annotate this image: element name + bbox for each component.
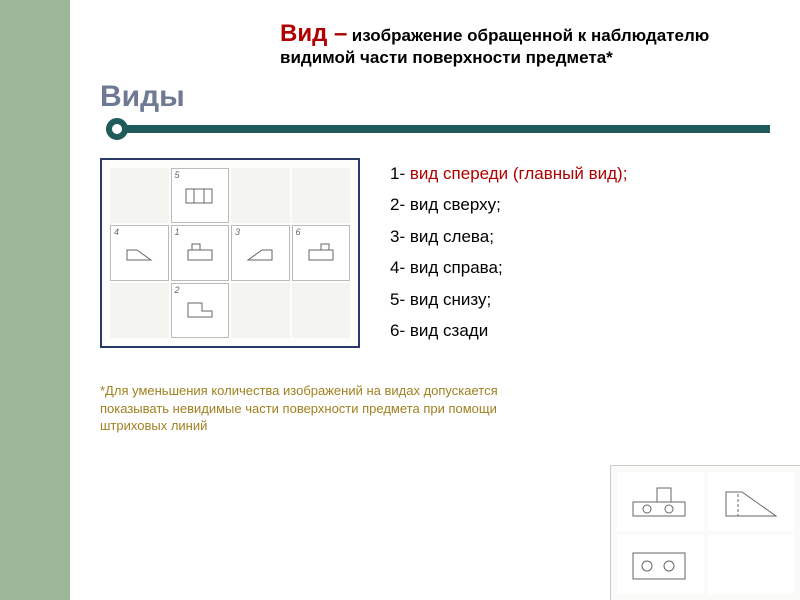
views-list: 1- вид спереди (главный вид); 2- вид све… <box>390 158 770 347</box>
figure-cell: 1 <box>171 225 230 280</box>
corner-cell <box>708 535 795 594</box>
definition-block: Вид – изображение обращенной к наблюдате… <box>280 20 770 68</box>
term: Вид – <box>280 20 347 47</box>
figure-cell-empty <box>231 283 290 338</box>
list-item: 2- вид сверху; <box>390 189 770 220</box>
list-item: 5- вид снизу; <box>390 284 770 315</box>
list-item: 4- вид справа; <box>390 252 770 283</box>
list-item: 3- вид слева; <box>390 221 770 252</box>
figure-cell-empty <box>110 168 169 223</box>
page-title: Виды <box>100 80 770 114</box>
corner-cell <box>617 472 704 531</box>
list-item: 6- вид сзади <box>390 315 770 346</box>
figure-cell: 6 <box>292 225 351 280</box>
figure-cell-empty <box>292 283 351 338</box>
figure-cell-empty <box>292 168 351 223</box>
corner-cell <box>708 472 795 531</box>
figure-cell: 2 <box>171 283 230 338</box>
sidebar <box>0 0 70 600</box>
views-figure: 5 4 1 3 6 2 <box>100 158 360 348</box>
divider <box>100 118 770 140</box>
corner-figure <box>610 465 800 600</box>
figure-cell-empty <box>231 168 290 223</box>
figure-cell: 4 <box>110 225 169 280</box>
figure-grid: 5 4 1 3 6 2 <box>110 168 350 338</box>
figure-cell: 5 <box>171 168 230 223</box>
divider-bar <box>126 125 770 133</box>
figure-cell-empty <box>110 283 169 338</box>
figure-cell: 3 <box>231 225 290 280</box>
footnote: *Для уменьшения количества изображений н… <box>100 382 530 435</box>
list-item: 1- вид спереди (главный вид); <box>390 158 770 189</box>
divider-dot <box>106 118 128 140</box>
slide-content: Вид – изображение обращенной к наблюдате… <box>70 0 800 600</box>
corner-cell <box>617 535 704 594</box>
content-row: 5 4 1 3 6 2 1- вид спереди (главный вид)… <box>100 158 770 348</box>
